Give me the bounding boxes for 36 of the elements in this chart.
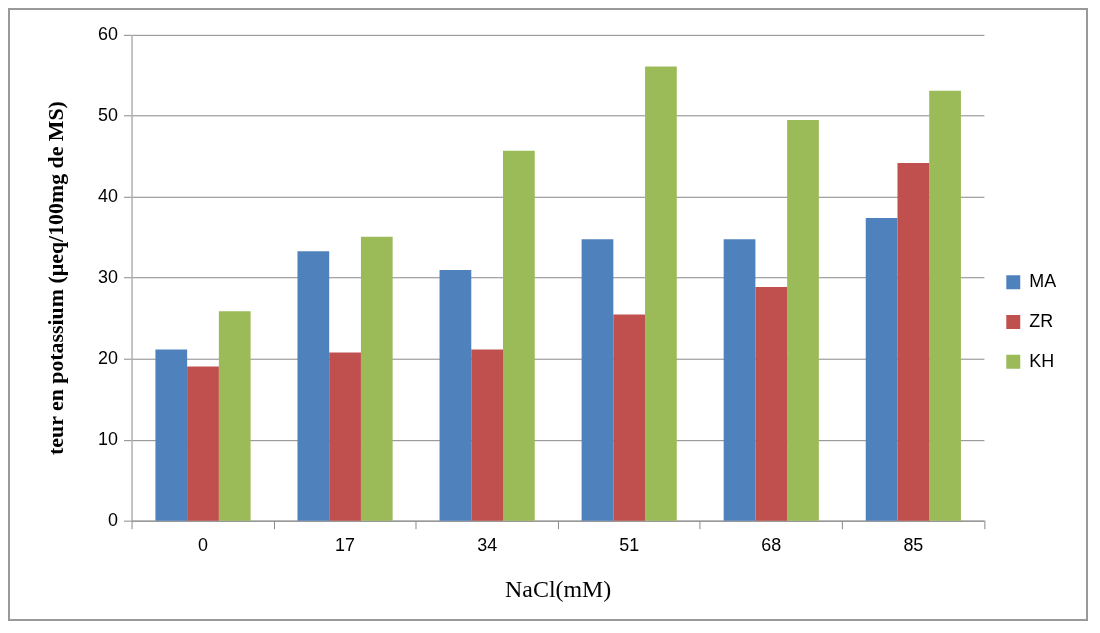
y-tick-label: 40 — [98, 185, 119, 206]
x-axis-title: NaCl(mM) — [505, 576, 612, 603]
bar — [897, 162, 930, 521]
x-tick-label: 17 — [335, 534, 356, 555]
bar — [723, 239, 756, 521]
bar — [581, 239, 614, 521]
y-tick-label: 30 — [98, 267, 119, 287]
y-tick-label: 10 — [98, 429, 119, 450]
x-tick-label: 34 — [477, 534, 498, 555]
y-tick-label: 0 — [108, 510, 119, 531]
bar — [329, 352, 361, 521]
legend-label: KH — [1029, 350, 1055, 371]
y-axis-title: teur en potassium (µeq/100mg de MS) — [43, 101, 68, 455]
bar — [360, 236, 393, 521]
x-tick-label: 68 — [761, 534, 782, 555]
x-tick-label: 0 — [198, 534, 209, 555]
bar — [503, 150, 535, 521]
x-tick-label: 85 — [903, 534, 924, 555]
bar — [155, 349, 188, 521]
y-tick-label: 60 — [98, 23, 119, 44]
legend-label: ZR — [1029, 310, 1054, 331]
bar — [187, 366, 219, 521]
bar — [471, 349, 503, 521]
y-tick-label: 50 — [98, 104, 119, 125]
x-tick-label: 51 — [619, 534, 640, 555]
y-tick-label: 20 — [98, 348, 119, 369]
bar — [755, 286, 788, 521]
bar — [865, 218, 898, 521]
legend-label: MA — [1029, 271, 1057, 292]
bar — [218, 311, 251, 521]
bar — [787, 119, 819, 521]
bar — [613, 314, 646, 521]
bar — [439, 269, 472, 521]
bar — [645, 66, 677, 521]
bar — [929, 90, 961, 521]
bar — [297, 251, 330, 521]
